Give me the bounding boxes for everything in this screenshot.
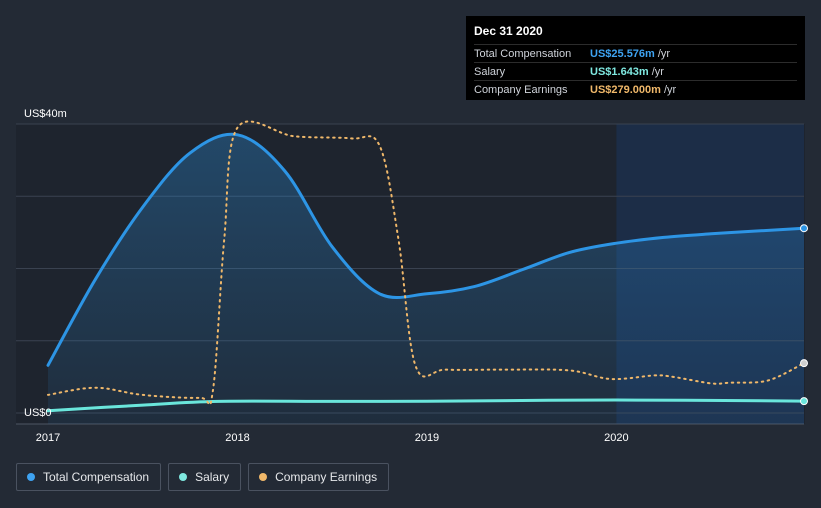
legend-label: Company Earnings — [275, 470, 378, 484]
y-axis-label-max: US$40m — [24, 108, 67, 120]
tooltip-value: US$1.643m — [590, 65, 649, 78]
total-compensation-end-point — [800, 224, 808, 233]
tooltip-label: Total Compensation — [474, 47, 572, 60]
legend-dot-icon — [27, 473, 35, 481]
tooltip-row-earnings: Company Earnings US$279.000m /yr — [474, 80, 797, 98]
legend-dot-icon — [179, 473, 188, 481]
legend-item-total-compensation[interactable]: Total Compensation — [16, 463, 162, 491]
x-tick-label: 2017 — [36, 432, 60, 444]
total-compensation-area — [48, 134, 804, 424]
x-tick-label: 2018 — [225, 432, 249, 444]
salary-end-point — [800, 397, 808, 406]
tooltip-label: Company Earnings — [474, 83, 568, 96]
legend-label: Total Compensation — [43, 470, 150, 484]
tooltip-date: Dec 31 2020 — [474, 24, 543, 38]
tooltip-unit: /yr — [651, 65, 664, 78]
x-tick-label: 2020 — [604, 432, 628, 444]
tooltip-unit: /yr — [663, 83, 677, 96]
tooltip-value: US$25.576m — [590, 47, 655, 60]
tooltip-value: US$279.000m — [590, 83, 661, 96]
x-tick-label: 2019 — [415, 432, 439, 444]
company-earnings-line — [47, 120, 805, 406]
tooltip-row-total: Total Compensation US$25.576m /yr — [474, 44, 797, 62]
legend-item-company-earnings[interactable]: Company Earnings — [248, 463, 390, 491]
tooltip-label: Salary — [474, 65, 506, 78]
legend-label: Salary — [195, 470, 230, 484]
legend-item-salary[interactable]: Salary — [168, 463, 242, 491]
total-compensation-line — [46, 132, 806, 367]
salary-line — [46, 398, 806, 413]
legend: Total Compensation Salary Company Earnin… — [16, 463, 390, 491]
y-axis-label-min: US$0 — [24, 407, 52, 419]
tooltip: Dec 31 2020 Total Compensation US$25.576… — [466, 16, 805, 100]
tooltip-unit: /yr — [657, 47, 671, 60]
company-earnings-end-point — [800, 359, 808, 368]
legend-dot-icon — [259, 473, 268, 481]
tooltip-row-salary: Salary US$1.643m /yr — [474, 62, 797, 80]
